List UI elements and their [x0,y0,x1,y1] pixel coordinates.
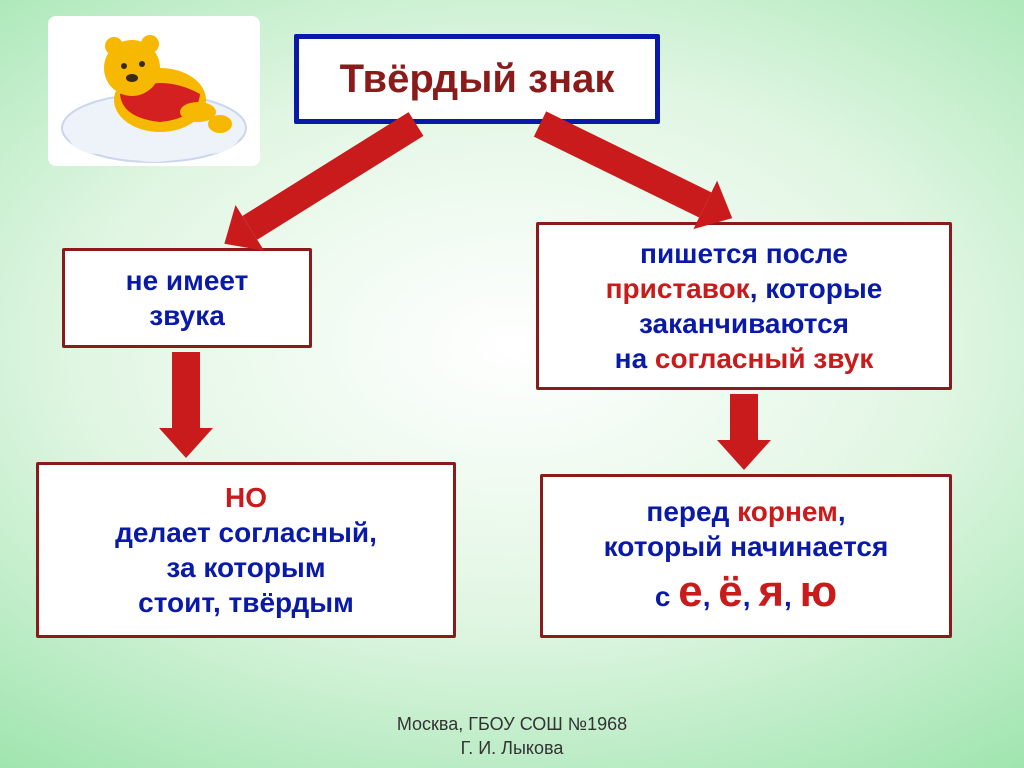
node-after-prefix: пишется послеприставок, которыезаканчива… [536,222,952,390]
footer-line2: Г. И. Лыкова [461,738,564,758]
illustration-pooh [48,16,260,166]
node-before-root: перед корнем,который начинаетсяс е, ё, я… [540,474,952,638]
title-box: Твёрдый знак [294,34,660,124]
title-text: Твёрдый знак [340,54,615,104]
footer-line1: Москва, ГБОУ СОШ №1968 [397,714,627,734]
node-no-sound: не имеетзвука [62,248,312,348]
footer: Москва, ГБОУ СОШ №1968 Г. И. Лыкова [0,713,1024,760]
node-makes-hard: НОделает согласный,за которымстоит, твёр… [36,462,456,638]
